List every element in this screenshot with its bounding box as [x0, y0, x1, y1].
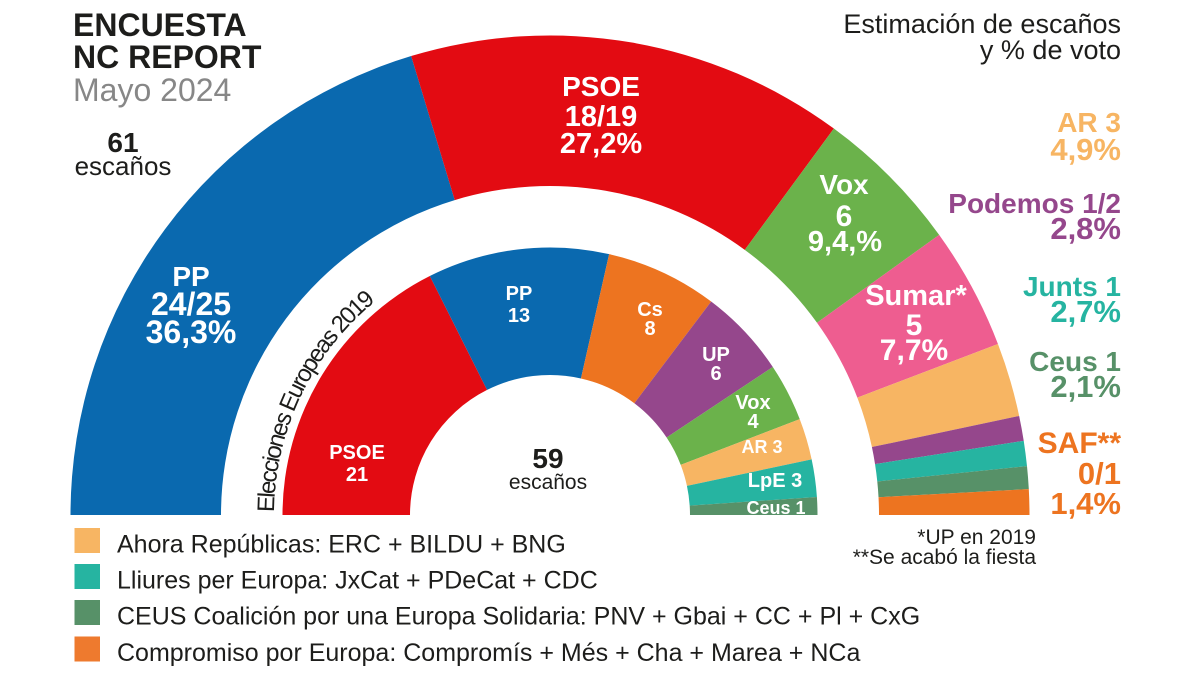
svg-text:Vox: Vox	[819, 169, 869, 200]
svg-text:2,8%: 2,8%	[1050, 211, 1121, 246]
svg-text:27,2%: 27,2%	[560, 128, 642, 160]
svg-text:*UP en 2019: *UP en 2019	[917, 526, 1036, 549]
svg-text:Vox: Vox	[735, 392, 770, 414]
svg-text:Cs: Cs	[637, 299, 663, 321]
svg-text:escaños: escaños	[509, 471, 587, 494]
svg-text:UP: UP	[702, 344, 730, 366]
svg-text:Lliures per Europa: JxCat + PD: Lliures per Europa: JxCat + PDeCat + CDC	[117, 567, 598, 595]
svg-text:PSOE: PSOE	[562, 71, 640, 102]
svg-text:4: 4	[747, 411, 759, 433]
svg-text:2,7%: 2,7%	[1050, 294, 1121, 329]
svg-text:ENCUESTA: ENCUESTA	[73, 7, 247, 43]
svg-text:0/1: 0/1	[1078, 456, 1121, 491]
svg-text:36,3%: 36,3%	[146, 314, 237, 350]
svg-text:24/25: 24/25	[151, 286, 231, 322]
svg-text:8: 8	[644, 318, 655, 340]
svg-text:AR 3: AR 3	[1057, 107, 1121, 138]
svg-text:Mayo 2024: Mayo 2024	[73, 72, 231, 108]
svg-text:NC REPORT: NC REPORT	[73, 39, 262, 75]
svg-text:9,4,%: 9,4,%	[808, 226, 882, 258]
svg-text:AR 3: AR 3	[741, 437, 782, 457]
svg-text:4,9%: 4,9%	[1050, 132, 1121, 167]
svg-text:y % de voto: y % de voto	[980, 35, 1121, 65]
svg-text:18/19: 18/19	[565, 101, 638, 133]
svg-text:LpE 3: LpE 3	[748, 470, 802, 492]
svg-text:2,1%: 2,1%	[1050, 369, 1121, 404]
svg-text:**Se acabó la fiesta: **Se acabó la fiesta	[853, 546, 1037, 569]
svg-text:escaños: escaños	[75, 151, 172, 181]
svg-text:Junts 1: Junts 1	[1023, 271, 1121, 302]
svg-text:SAF**: SAF**	[1038, 427, 1122, 460]
svg-text:6: 6	[710, 363, 721, 385]
svg-text:PP: PP	[172, 261, 209, 292]
svg-text:Estimación de escaños: Estimación de escaños	[843, 9, 1121, 39]
svg-text:Sumar*: Sumar*	[865, 280, 967, 312]
svg-text:1,4%: 1,4%	[1050, 486, 1121, 521]
svg-text:21: 21	[346, 464, 368, 486]
svg-text:5: 5	[906, 309, 923, 342]
svg-text:61: 61	[107, 127, 138, 158]
svg-text:Compromiso por Europa: Comprom: Compromiso por Europa: Compromís + Més +…	[117, 639, 860, 667]
svg-text:7,7%: 7,7%	[880, 334, 948, 367]
svg-text:6: 6	[836, 200, 853, 233]
svg-text:Ceus 1: Ceus 1	[1029, 346, 1121, 377]
svg-text:Ahora Repúblicas: ERC + BILDU: Ahora Repúblicas: ERC + BILDU + BNG	[117, 531, 566, 559]
svg-text:59: 59	[532, 443, 563, 474]
svg-text:PSOE: PSOE	[329, 442, 385, 464]
svg-text:Podemos 1/2: Podemos 1/2	[948, 188, 1121, 219]
svg-text:CEUS Coalición por una Europa: CEUS Coalición por una Europa Solidaria:…	[117, 603, 920, 631]
svg-text:13: 13	[508, 305, 530, 327]
svg-text:PP: PP	[506, 283, 533, 305]
svg-text:Ceus 1: Ceus 1	[746, 498, 805, 518]
